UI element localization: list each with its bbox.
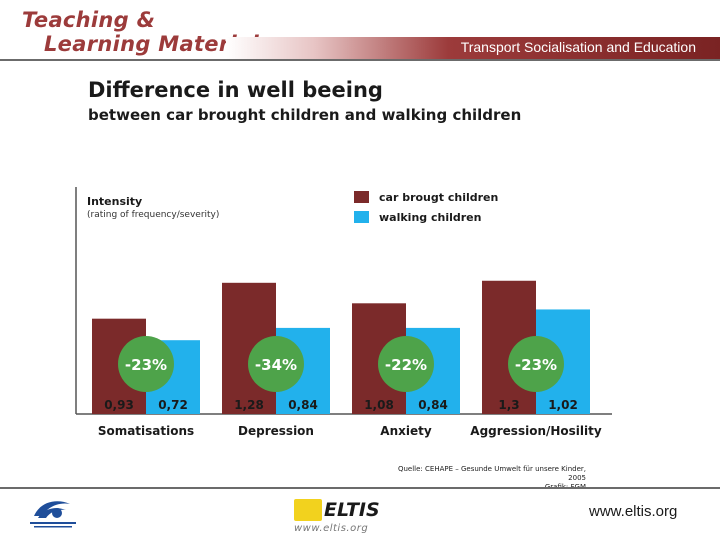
difference-label: -34% [255, 356, 297, 374]
organization-logo [30, 501, 76, 528]
bar-value-label: 0,93 [104, 398, 134, 412]
eltis-logo-mark [294, 499, 322, 521]
legend-swatch-1 [354, 211, 369, 223]
difference-circle [248, 336, 304, 392]
bar-value-label: 1,02 [548, 398, 578, 412]
footer-url[interactable]: www.eltis.org [589, 503, 678, 520]
header-banner: Transport Socialisation and Education [226, 37, 720, 59]
category-label: Somatisations [98, 424, 194, 438]
difference-circle [508, 336, 564, 392]
difference-circle [378, 336, 434, 392]
header-banner-text: Transport Socialisation and Education [460, 39, 696, 55]
eltis-logo: ELTIS www.eltis.org [294, 497, 384, 535]
eltis-logo-word: ELTIS [324, 499, 380, 521]
source-line-1: Quelle: CEHAPE – Gesunde Umwelt für unse… [397, 465, 586, 482]
bar-value-label: 1,28 [234, 398, 264, 412]
category-label: Aggression/Hosility [470, 424, 602, 438]
bar-value-label: 1,08 [364, 398, 394, 412]
footer-divider [0, 487, 720, 489]
header-divider [0, 59, 720, 61]
difference-label: -23% [515, 356, 557, 374]
legend-label-0: car brougt children [379, 191, 498, 204]
legend-swatch-0 [354, 191, 369, 203]
chart-title: Difference in well beeing [88, 78, 383, 102]
legend-label-1: walking children [379, 211, 481, 224]
y-axis-label: Intensity [87, 195, 142, 208]
chart-legend: car brougt children walking children [354, 191, 498, 224]
eltis-logo-url: www.eltis.org [294, 523, 369, 534]
bar-value-label: 0,84 [288, 398, 318, 412]
category-label: Depression [238, 424, 314, 438]
bar-value-label: 0,84 [418, 398, 448, 412]
header: Teaching & Learning Materials Transport … [0, 0, 720, 62]
category-label: Anxiety [380, 424, 432, 438]
chart-subtitle: between car brought children and walking… [88, 106, 522, 124]
bar-value-label: 0,72 [158, 398, 188, 412]
difference-label: -22% [385, 356, 427, 374]
header-title-line1: Teaching & [22, 8, 156, 32]
bar-value-label: 1,3 [498, 398, 519, 412]
y-axis-sublabel: (rating of frequency/severity) [87, 210, 219, 220]
difference-circle [118, 336, 174, 392]
difference-label: -23% [125, 356, 167, 374]
bars-group: 0,93 0,72 -23% Somatisations 1,28 0,84 -34% Dep… [92, 280, 602, 438]
